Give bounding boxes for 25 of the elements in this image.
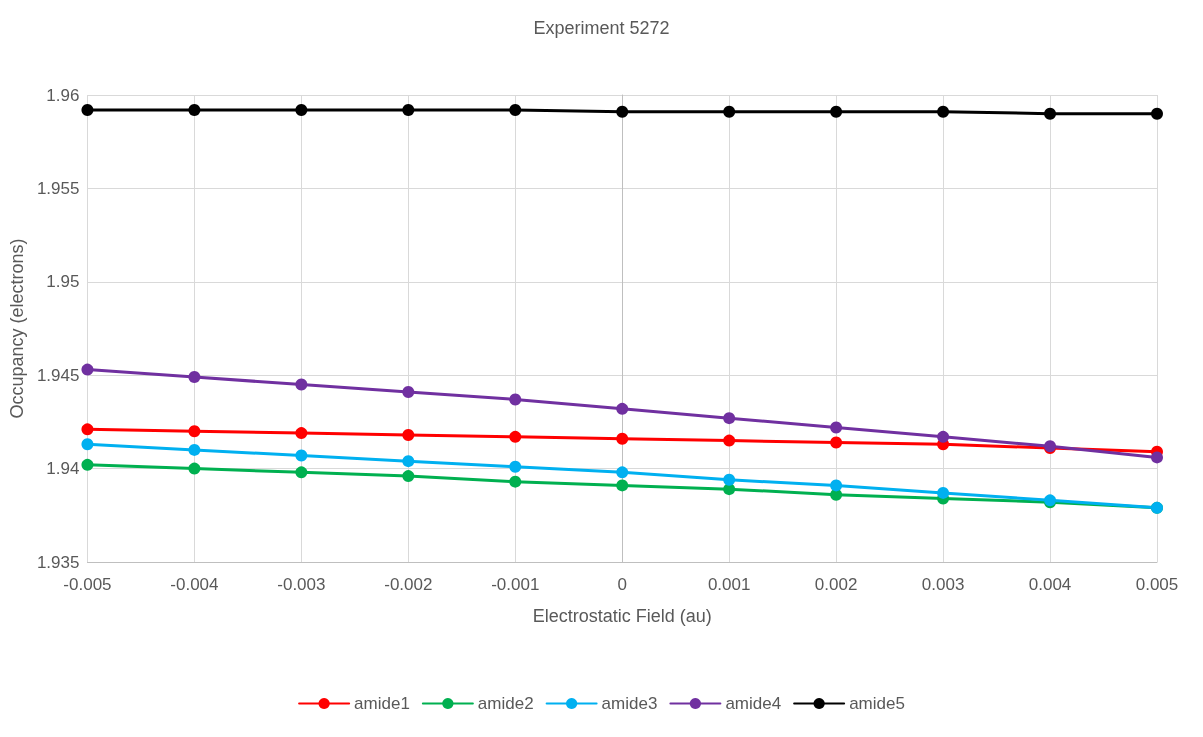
legend-label: amide1 bbox=[354, 694, 410, 713]
legend-label: amide4 bbox=[725, 694, 782, 713]
x-tick-label: -0.004 bbox=[170, 575, 219, 594]
x-axis-title: Electrostatic Field (au) bbox=[532, 606, 712, 626]
x-tick-label: -0.002 bbox=[384, 575, 433, 594]
y-tick-label: 1.94 bbox=[46, 459, 80, 479]
y-tick-label: 1.95 bbox=[46, 272, 80, 292]
chart-title: Experiment 5272 bbox=[533, 18, 670, 38]
x-tick-label: 0 bbox=[617, 575, 627, 594]
y-tick-label: 1.955 bbox=[36, 178, 80, 198]
legend-label: amide5 bbox=[849, 694, 905, 713]
x-tick-label: 0.001 bbox=[707, 575, 751, 594]
y-tick-label: 1.96 bbox=[46, 85, 80, 105]
x-tick-label: -0.003 bbox=[277, 575, 326, 594]
y-axis-title: Occupancy (electrons) bbox=[7, 238, 27, 419]
x-tick-label: 0.002 bbox=[814, 575, 858, 594]
legend-label: amide2 bbox=[477, 694, 534, 713]
y-tick-label: 1.935 bbox=[36, 552, 80, 572]
x-tick-label: -0.005 bbox=[63, 575, 112, 594]
legend-label: amide3 bbox=[601, 694, 658, 713]
x-tick-label: 0.004 bbox=[1028, 575, 1072, 594]
x-tick-label: -0.001 bbox=[491, 575, 540, 594]
x-tick-label: 0.003 bbox=[921, 575, 965, 594]
x-tick-label: 0.005 bbox=[1135, 575, 1179, 594]
y-tick-label: 1.945 bbox=[36, 365, 80, 385]
